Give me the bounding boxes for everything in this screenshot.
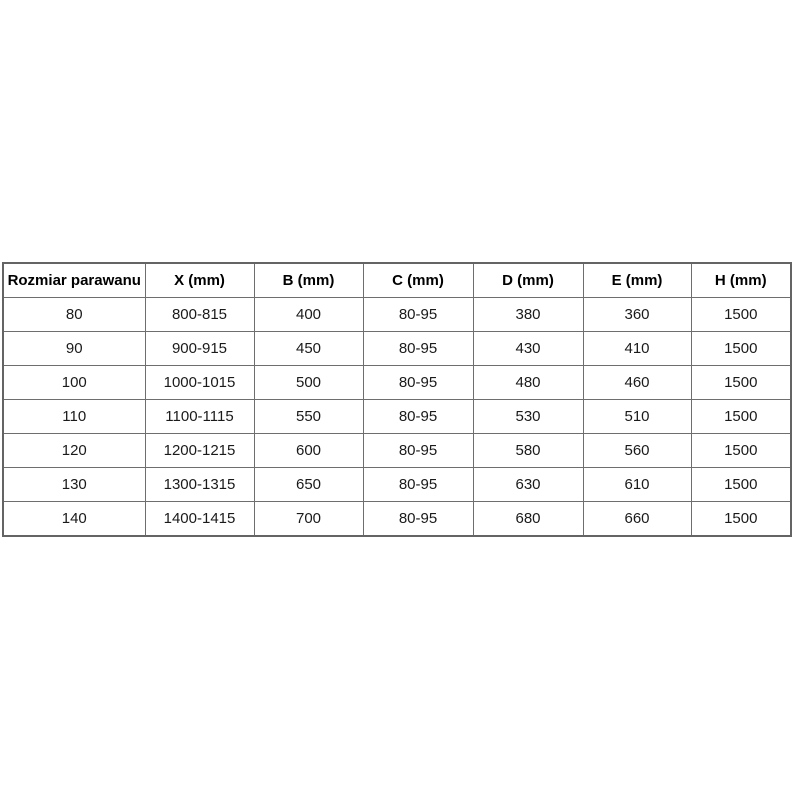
table-row: 130 1300-1315 650 80-95 630 610 1500 xyxy=(2,467,792,502)
table-cell: 80-95 xyxy=(362,467,474,502)
column-header-x: X (mm) xyxy=(144,262,255,298)
table-cell: 90 xyxy=(2,331,146,366)
table-cell: 80-95 xyxy=(362,331,474,366)
table-cell: 480 xyxy=(472,365,584,400)
table-cell: 1400-1415 xyxy=(144,501,255,537)
table-cell: 140 xyxy=(2,501,146,537)
table-cell: 1500 xyxy=(690,467,792,502)
table-cell: 530 xyxy=(472,399,584,434)
table-row: 110 1100-1115 550 80-95 530 510 1500 xyxy=(2,399,792,434)
table-cell: 600 xyxy=(253,433,364,468)
table-cell: 80-95 xyxy=(362,365,474,400)
table-cell: 130 xyxy=(2,467,146,502)
table-cell: 1000-1015 xyxy=(144,365,255,400)
table-cell: 80-95 xyxy=(362,501,474,537)
table-cell: 800-815 xyxy=(144,297,255,332)
table-cell: 660 xyxy=(582,501,692,537)
table-cell: 80-95 xyxy=(362,297,474,332)
column-header-rozmiar: Rozmiar parawanu xyxy=(2,262,146,298)
table-cell: 510 xyxy=(582,399,692,434)
table-cell: 500 xyxy=(253,365,364,400)
table-cell: 80-95 xyxy=(362,399,474,434)
dimensions-spec-table: Rozmiar parawanu X (mm) B (mm) C (mm) D … xyxy=(2,262,792,537)
table-cell: 1500 xyxy=(690,331,792,366)
table-cell: 650 xyxy=(253,467,364,502)
table-cell: 1100-1115 xyxy=(144,399,255,434)
table-cell: 450 xyxy=(253,331,364,366)
table-cell: 900-915 xyxy=(144,331,255,366)
table-cell: 460 xyxy=(582,365,692,400)
column-header-b: B (mm) xyxy=(253,262,364,298)
column-header-c: C (mm) xyxy=(362,262,474,298)
table-cell: 560 xyxy=(582,433,692,468)
table-cell: 1200-1215 xyxy=(144,433,255,468)
table-cell: 100 xyxy=(2,365,146,400)
table-cell: 550 xyxy=(253,399,364,434)
table-cell: 1500 xyxy=(690,433,792,468)
table-cell: 1500 xyxy=(690,365,792,400)
table-cell: 400 xyxy=(253,297,364,332)
table-cell: 1500 xyxy=(690,399,792,434)
table-row: 90 900-915 450 80-95 430 410 1500 xyxy=(2,331,792,366)
table-row: 80 800-815 400 80-95 380 360 1500 xyxy=(2,297,792,332)
table-row: 140 1400-1415 700 80-95 680 660 1500 xyxy=(2,501,792,537)
table-cell: 1300-1315 xyxy=(144,467,255,502)
table-cell: 430 xyxy=(472,331,584,366)
table-cell: 380 xyxy=(472,297,584,332)
table-cell: 1500 xyxy=(690,501,792,537)
table-cell: 80-95 xyxy=(362,433,474,468)
table-cell: 700 xyxy=(253,501,364,537)
table-header-row: Rozmiar parawanu X (mm) B (mm) C (mm) D … xyxy=(2,262,792,298)
table-cell: 360 xyxy=(582,297,692,332)
column-header-h: H (mm) xyxy=(690,262,792,298)
table-cell: 580 xyxy=(472,433,584,468)
table-cell: 610 xyxy=(582,467,692,502)
table-row: 100 1000-1015 500 80-95 480 460 1500 xyxy=(2,365,792,400)
column-header-e: E (mm) xyxy=(582,262,692,298)
table-row: 120 1200-1215 600 80-95 580 560 1500 xyxy=(2,433,792,468)
table-cell: 680 xyxy=(472,501,584,537)
column-header-d: D (mm) xyxy=(472,262,584,298)
table-cell: 410 xyxy=(582,331,692,366)
table-cell: 110 xyxy=(2,399,146,434)
table-cell: 630 xyxy=(472,467,584,502)
table-cell: 120 xyxy=(2,433,146,468)
table-cell: 1500 xyxy=(690,297,792,332)
table-cell: 80 xyxy=(2,297,146,332)
